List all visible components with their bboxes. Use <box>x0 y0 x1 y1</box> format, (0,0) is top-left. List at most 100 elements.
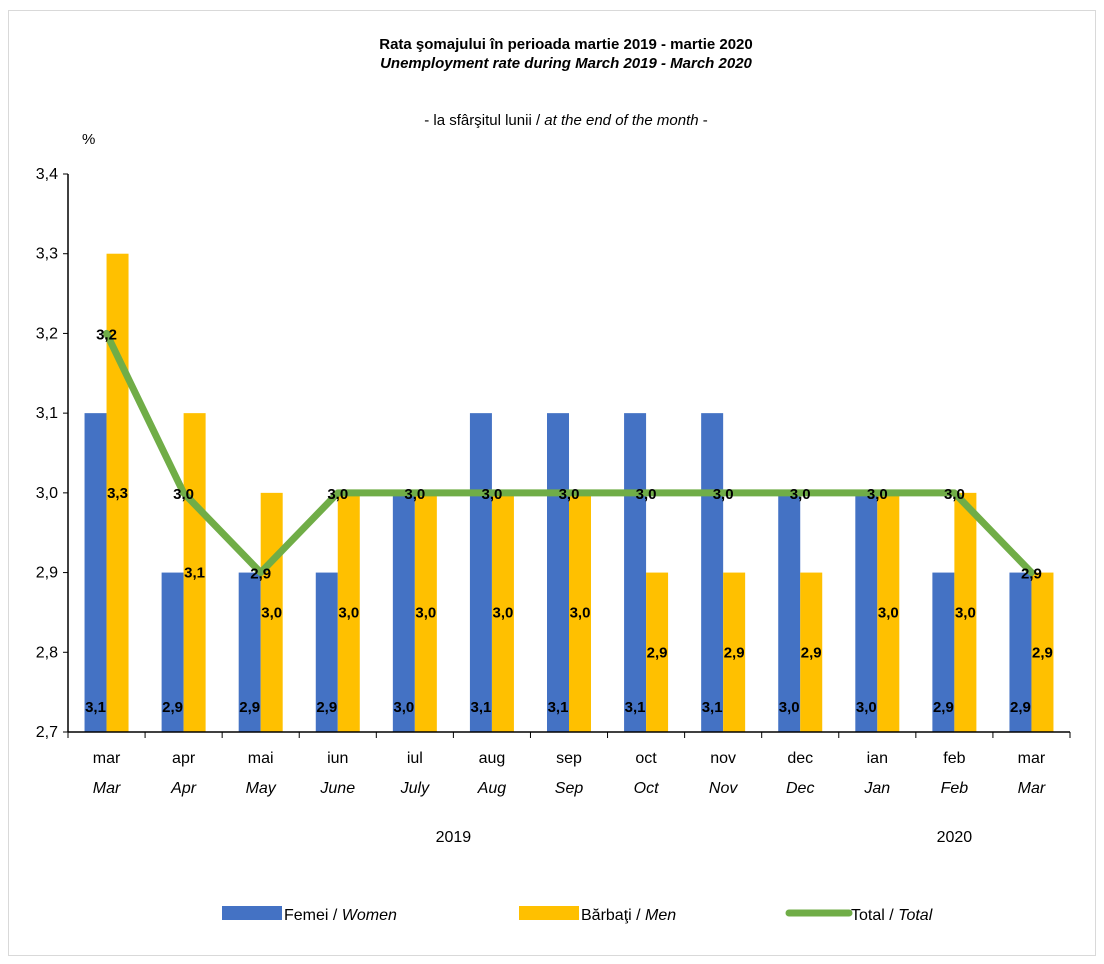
chart-frame: Rata şomajului în perioada martie 2019 -… <box>8 10 1096 956</box>
y-tick-label: 3,0 <box>36 485 58 502</box>
x-year-label: 2019 <box>436 829 472 846</box>
data-label-total: 2,9 <box>1021 566 1042 583</box>
y-tick-label: 2,9 <box>36 565 58 582</box>
x-tick-label-en: Aug <box>477 780 507 797</box>
legend-label-ro: Bărbaţi / <box>581 907 645 924</box>
data-label-total: 2,9 <box>250 566 271 583</box>
x-tick-label-ro: ian <box>867 750 888 767</box>
x-tick-label-ro: oct <box>635 750 657 767</box>
x-tick-label-en: May <box>246 780 277 797</box>
legend-label-ro: Total / <box>851 907 898 924</box>
data-label-men: 2,9 <box>1032 644 1053 661</box>
bar-men <box>491 492 514 732</box>
y-tick-label: 3,1 <box>36 405 58 422</box>
axes <box>67 174 1071 738</box>
data-label-women: 3,0 <box>393 699 414 716</box>
data-label-women: 2,9 <box>1010 699 1031 716</box>
chart-title-en: Unemployment rate during March 2019 - Ma… <box>380 55 752 72</box>
x-tick-label-en: Oct <box>634 780 659 797</box>
x-tick-label-ro: aug <box>479 750 506 767</box>
data-label-total: 3,0 <box>327 486 348 503</box>
data-label-total: 3,0 <box>636 486 657 503</box>
bar-women <box>161 572 184 732</box>
data-label-women: 2,9 <box>316 699 337 716</box>
data-label-total: 3,0 <box>790 486 811 503</box>
x-tick-label-en: July <box>400 780 430 797</box>
bar-women <box>855 492 878 732</box>
x-year-label: 2020 <box>937 829 973 846</box>
bar-women <box>238 572 261 732</box>
legend-label: Femei / Women <box>284 907 397 924</box>
legend-swatch <box>222 906 282 920</box>
data-label-men: 3,0 <box>955 604 976 621</box>
x-tick-label-en: Jan <box>863 780 890 797</box>
legend-label-ro: Femei / <box>284 907 342 924</box>
x-tick-label-ro: mai <box>248 750 274 767</box>
x-tick-label-ro: mar <box>93 750 121 767</box>
data-label-men: 3,0 <box>261 604 282 621</box>
data-label-men: 3,0 <box>492 604 513 621</box>
data-label-men: 2,9 <box>647 644 668 661</box>
bar-men <box>183 413 206 732</box>
y-axis-ticks: 2,7 2,8 2,9 3,0 3,1 3,2 3,3 3,4 <box>36 166 68 741</box>
x-tick-label-en: Dec <box>786 780 814 797</box>
bar-men <box>877 492 900 732</box>
bar-women <box>1009 572 1032 732</box>
data-labels: 3,1 3,3 3,2 2,9 3,1 3,0 2,9 3,0 2,9 2,9 3,0 3,0 3,0 3… <box>85 326 1053 716</box>
data-label-women: 3,1 <box>548 699 569 716</box>
chart-subtitle: - la sfârşitul lunii / at the end of the… <box>424 112 708 129</box>
x-tick-label-ro: feb <box>943 750 965 767</box>
data-label-women: 2,9 <box>162 699 183 716</box>
data-label-men: 3,1 <box>184 565 205 582</box>
bar-men <box>337 492 360 732</box>
bar-women <box>84 413 107 732</box>
y-tick-label: 3,4 <box>36 166 58 183</box>
data-label-men: 3,0 <box>338 604 359 621</box>
bar-women <box>392 492 415 732</box>
total-line-series <box>103 329 1035 577</box>
data-label-total: 3,2 <box>96 326 117 343</box>
data-label-men: 2,9 <box>724 644 745 661</box>
unemployment-chart: Rata şomajului în perioada martie 2019 -… <box>36 36 1071 924</box>
chart-subtitle-ro: - la sfârşitul lunii / <box>424 112 544 129</box>
chart-title: Rata şomajului în perioada martie 2019 -… <box>379 36 753 53</box>
bar-women <box>315 572 338 732</box>
data-label-men: 3,3 <box>107 485 128 502</box>
x-tick-label-ro: iul <box>407 750 423 767</box>
data-label-women: 2,9 <box>933 699 954 716</box>
total-line <box>103 329 1035 577</box>
data-label-women: 3,1 <box>85 699 106 716</box>
legend-label: Bărbaţi / Men <box>581 907 676 924</box>
x-tick-label-en: Feb <box>941 780 969 797</box>
chart-subtitle-en: at the end of the month <box>544 112 698 129</box>
legend-swatch <box>519 906 579 920</box>
y-tick-label: 2,7 <box>36 724 58 741</box>
x-tick-label-ro: sep <box>556 750 582 767</box>
data-label-women: 3,1 <box>470 699 491 716</box>
data-label-women: 3,0 <box>856 699 877 716</box>
legend-label-en: Women <box>342 907 397 924</box>
bar-women <box>778 492 801 732</box>
x-tick-label-ro: nov <box>710 750 736 767</box>
data-label-men: 3,0 <box>415 604 436 621</box>
x-tick-label-ro: apr <box>172 750 196 767</box>
y-tick-label: 2,8 <box>36 644 58 661</box>
data-label-women: 3,0 <box>779 699 800 716</box>
data-label-men: 2,9 <box>801 644 822 661</box>
data-label-total: 3,0 <box>559 486 580 503</box>
bar-men <box>414 492 437 732</box>
bar-men <box>569 492 591 732</box>
bar-women <box>547 413 569 732</box>
x-tick-label-ro: mar <box>1018 750 1046 767</box>
x-tick-label-ro: iun <box>327 750 348 767</box>
legend-label: Total / Total <box>851 907 933 924</box>
data-label-women: 2,9 <box>239 699 260 716</box>
bar-women <box>932 572 955 732</box>
data-label-total: 3,0 <box>173 486 194 503</box>
bar-men <box>723 572 746 732</box>
bar-men <box>800 572 823 732</box>
x-axis-labels: mar Mar apr Apr mai May iun June iul July aug Aug se… <box>93 750 1046 846</box>
data-label-total: 3,0 <box>944 486 965 503</box>
y-tick-label: 3,2 <box>36 325 58 342</box>
x-tick-label-en: Nov <box>709 780 738 797</box>
